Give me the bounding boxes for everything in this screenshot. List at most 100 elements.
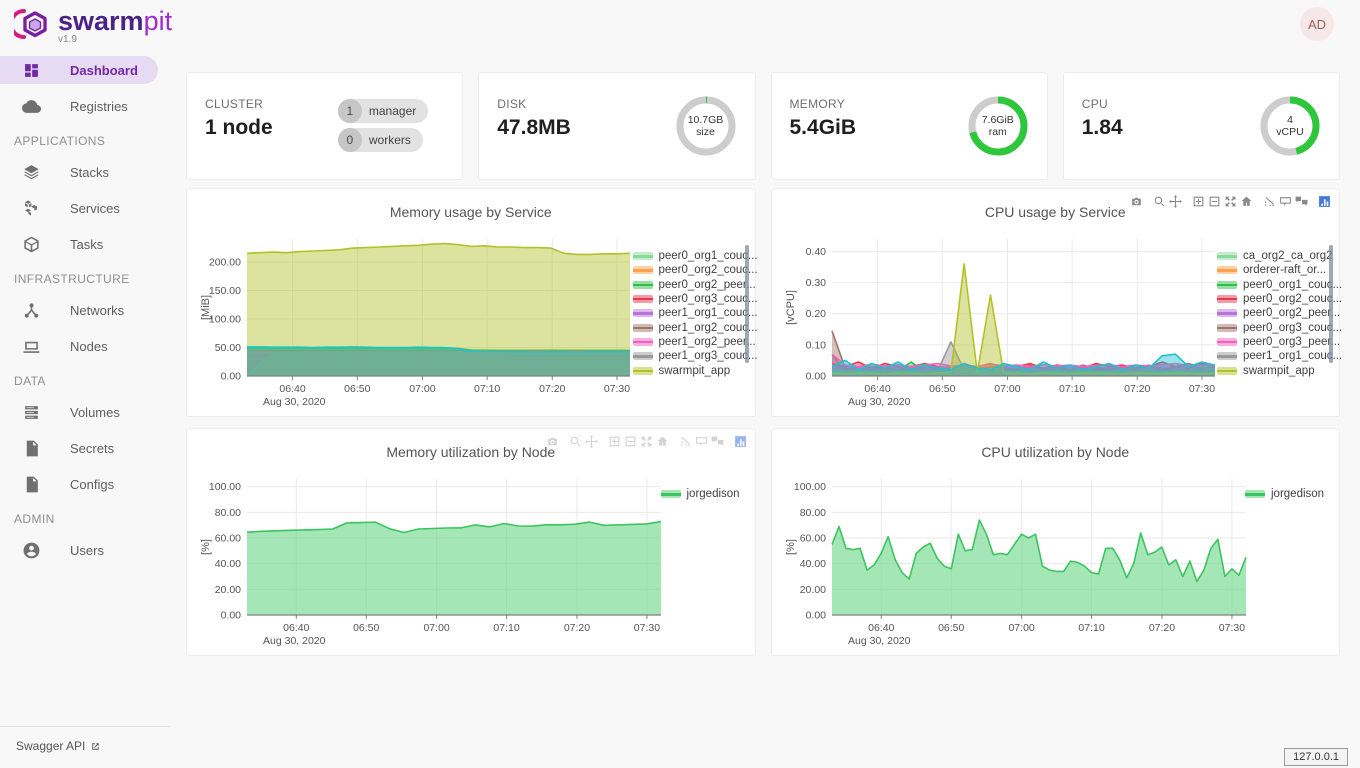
legend-item[interactable]: peer0_org2_peer... [633,278,741,292]
cloud-icon [22,96,42,116]
sidebar-section-data: DATA [0,360,170,398]
chart-legend: peer0_org1_couc... peer0_org2_couc... pe… [633,249,741,378]
svg-text:07:20: 07:20 [564,622,590,634]
sidebar-item-volumes[interactable]: Volumes [0,398,170,426]
legend-item[interactable]: peer1_org3_couc... [633,349,741,363]
svg-text:07:20: 07:20 [1148,622,1174,634]
legend-item[interactable]: peer0_org2_couc... [633,263,741,277]
chart-legend: jorgedison [661,487,745,501]
workers-count-badge: 0 [338,128,362,152]
svg-text:20.00: 20.00 [799,584,825,596]
legend-item[interactable]: swarmpit_app [633,363,741,377]
svg-text:Aug 30, 2020: Aug 30, 2020 [848,396,911,408]
chart-title: CPU usage by Service [772,204,1340,220]
legend-item[interactable]: peer0_org1_couc... [633,249,741,263]
legend-swatch [633,352,653,360]
svg-text:20.00: 20.00 [215,584,241,596]
sidebar-item-secrets[interactable]: Secrets [0,434,170,462]
legend-swatch [633,281,653,289]
sidebar-item-networks[interactable]: Networks [0,296,170,324]
sidebar-item-registries[interactable]: Registries [0,92,170,120]
cluster-chips: 1 manager 0 workers [338,99,428,152]
svg-text:07:10: 07:10 [474,383,500,395]
configs-icon [22,474,42,494]
cluster-card: CLUSTER 1 node 1 manager 0 workers [186,72,463,180]
dashboard-icon [22,60,42,80]
user-avatar[interactable]: AD [1300,7,1334,41]
svg-text:0.00: 0.00 [805,610,826,622]
legend-scrollbar[interactable] [745,245,749,363]
legend-item[interactable]: peer1_org2_couc... [633,320,741,334]
legend-item[interactable]: peer0_org1_couc... [1217,278,1325,292]
svg-text:200.00: 200.00 [209,256,241,268]
legend-item[interactable]: peer0_org2_couc... [1217,292,1325,306]
sidebar-item-configs[interactable]: Configs [0,470,170,498]
tasks-icon [22,234,42,254]
swagger-api-link[interactable]: Swagger API [0,726,170,753]
stacks-icon [22,162,42,182]
external-link-icon [90,741,101,752]
svg-text:06:50: 06:50 [344,383,370,395]
service-charts-row: Memory usage by Service 0.0050.00100.001… [186,188,1340,417]
svg-text:07:10: 07:10 [1078,622,1104,634]
chart-title: CPU utilization by Node [772,444,1340,460]
legend-item[interactable]: peer0_org3_couc... [633,292,741,306]
services-icon [22,198,42,218]
legend-item[interactable]: swarmpit_app [1217,363,1325,377]
cpu-service-plot[interactable]: 0.000.100.200.300.4006:4006:5007:0007:10… [782,227,1219,412]
nodes-icon [22,336,42,356]
svg-text:06:40: 06:40 [283,622,309,634]
sidebar-item-dashboard[interactable]: Dashboard [0,56,158,84]
svg-text:[vCPU]: [vCPU] [785,290,797,325]
sidebar-item-stacks[interactable]: Stacks [0,158,170,186]
legend-item[interactable]: orderer-raft_or... [1217,263,1325,277]
svg-text:07:10: 07:10 [493,622,519,634]
disk-card: DISK 47.8MB 10.7GBsize [478,72,755,180]
svg-text:Aug 30, 2020: Aug 30, 2020 [263,635,326,647]
memory-node-plot[interactable]: 0.0020.0040.0060.0080.00100.0006:4006:50… [197,467,665,651]
manager-count-badge: 1 [338,99,362,123]
swarmpit-logo-icon [14,6,52,42]
svg-text:100.00: 100.00 [209,313,241,325]
legend-swatch [633,338,653,346]
sidebar-item-users[interactable]: Users [0,536,170,564]
legend-swatch [1217,252,1237,260]
cpu-node-plot[interactable]: 0.0020.0040.0060.0080.00100.0006:4006:50… [782,467,1250,651]
sidebar-item-nodes[interactable]: Nodes [0,332,170,360]
legend-item[interactable]: peer0_org2_peer... [1217,306,1325,320]
chart-legend: jorgedison [1245,487,1329,501]
svg-text:07:30: 07:30 [1218,622,1244,634]
cpu-utilization-by-node-chart: CPU utilization by Node 0.0020.0040.0060… [771,428,1341,656]
svg-text:06:40: 06:40 [868,622,894,634]
svg-text:06:50: 06:50 [938,622,964,634]
stat-cards-row: CLUSTER 1 node 1 manager 0 workers DISK … [186,72,1340,180]
svg-text:40.00: 40.00 [215,558,241,570]
svg-text:80.00: 80.00 [799,507,825,519]
legend-swatch [633,309,653,317]
memory-utilization-by-node-chart: Memory utilization by Node 0.0020.0040.0… [186,428,756,656]
legend-scrollbar[interactable] [1329,245,1333,363]
app-logo[interactable]: swarmpit v1.9 [14,6,172,45]
legend-item[interactable]: peer1_org2_peer... [633,335,741,349]
legend-item[interactable]: jorgedison [1245,487,1329,501]
legend-swatch [1217,295,1237,303]
svg-text:150.00: 150.00 [209,285,241,297]
svg-text:[%]: [%] [785,539,797,555]
legend-item[interactable]: jorgedison [661,487,745,501]
legend-swatch [1217,309,1237,317]
svg-text:06:50: 06:50 [929,383,955,395]
legend-item[interactable]: peer1_org1_couc... [633,306,741,320]
legend-item[interactable]: ca_org2_ca_org2 [1217,249,1325,263]
legend-item[interactable]: peer0_org3_peer... [1217,335,1325,349]
svg-text:0.20: 0.20 [805,308,826,320]
legend-item[interactable]: peer1_org1_couc... [1217,349,1325,363]
memory-usage-by-service-chart: Memory usage by Service 0.0050.00100.001… [186,188,756,417]
memory-service-plot[interactable]: 0.0050.00100.00150.00200.0006:4006:5007:… [197,227,634,412]
svg-text:0.00: 0.00 [805,371,826,383]
sidebar-item-services[interactable]: Services [0,194,170,222]
sidebar-item-tasks[interactable]: Tasks [0,230,170,258]
volumes-icon [22,402,42,422]
svg-text:100.00: 100.00 [793,481,825,493]
users-icon [22,540,42,560]
legend-item[interactable]: peer0_org3_couc... [1217,320,1325,334]
